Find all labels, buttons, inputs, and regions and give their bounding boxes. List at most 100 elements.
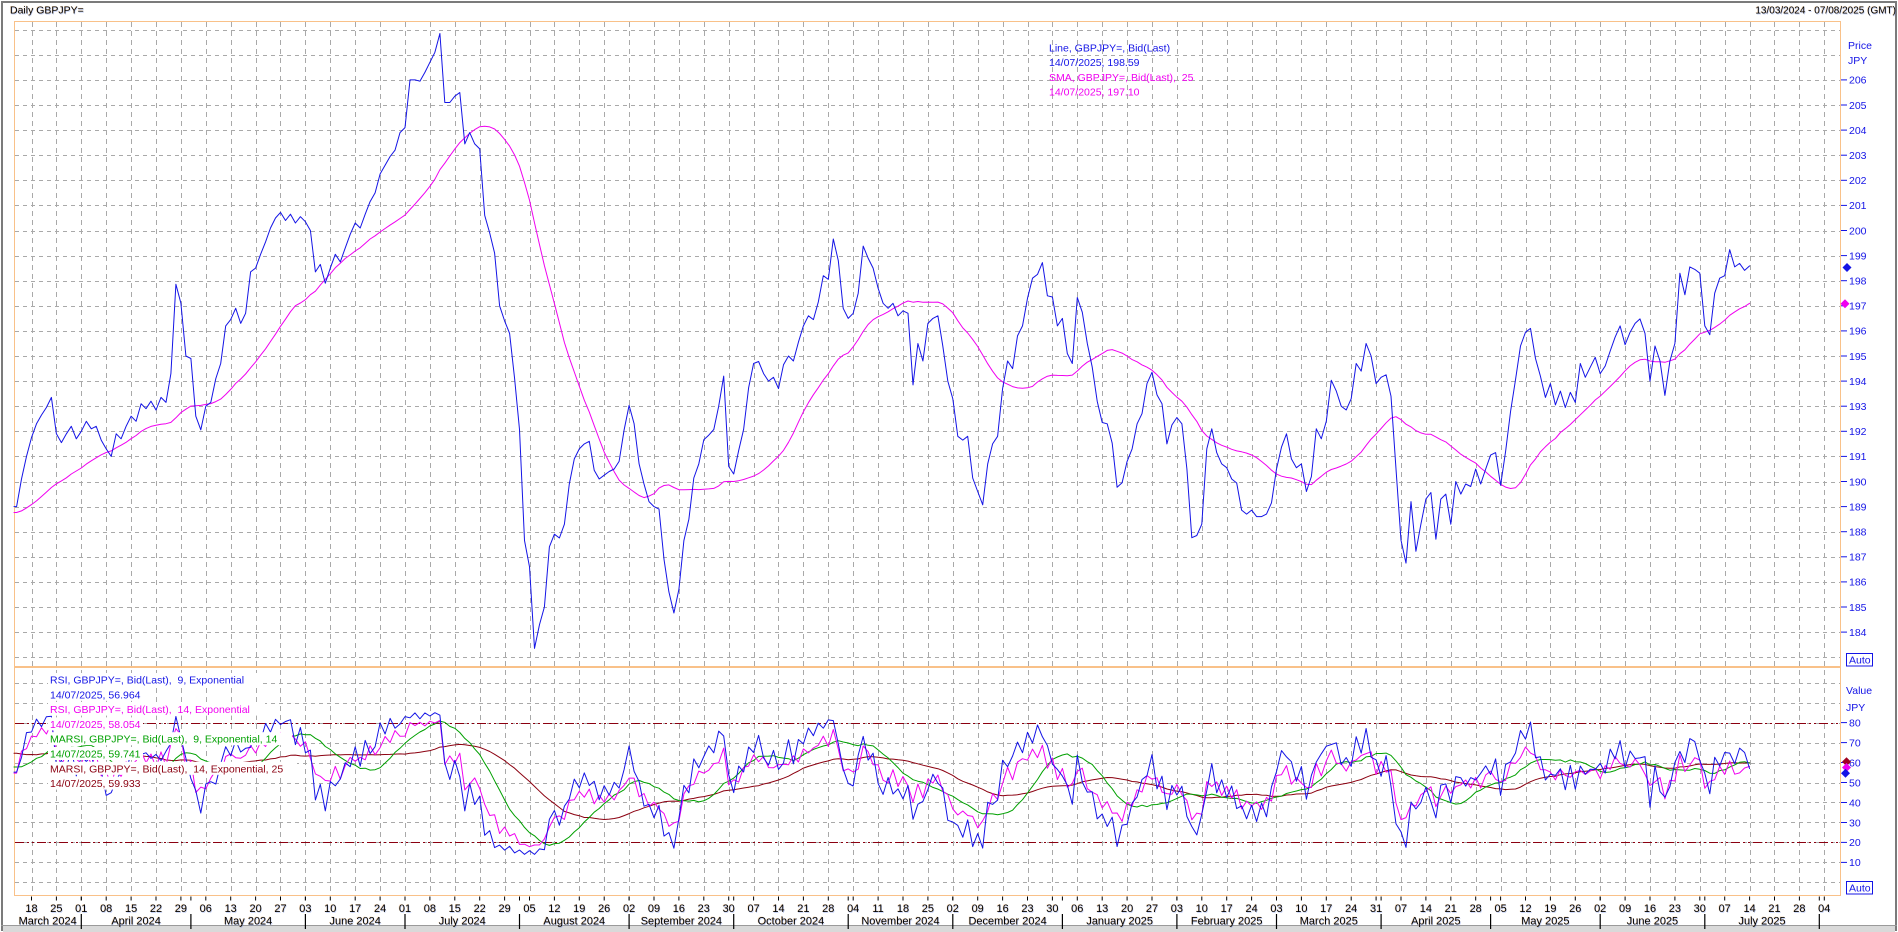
svg-text:03: 03 <box>1270 903 1282 915</box>
svg-text:12: 12 <box>548 902 560 914</box>
svg-text:September 2024: September 2024 <box>641 916 722 928</box>
svg-text:31: 31 <box>1370 903 1382 915</box>
svg-text:30: 30 <box>1694 904 1706 916</box>
svg-text:SMA, GBPJPY=, Bid(Last), 25: SMA, GBPJPY=, Bid(Last), 25 <box>1049 72 1194 84</box>
svg-text:02: 02 <box>1594 903 1606 915</box>
svg-text:22: 22 <box>474 903 486 915</box>
svg-text:JPY: JPY <box>1846 702 1865 714</box>
svg-text:17: 17 <box>348 902 360 914</box>
svg-text:03: 03 <box>1170 902 1182 914</box>
svg-text:31: 31 <box>1369 902 1381 914</box>
svg-text:26: 26 <box>1569 903 1581 915</box>
svg-text:21: 21 <box>798 904 810 916</box>
svg-text:18: 18 <box>25 902 37 914</box>
svg-text:15: 15 <box>449 904 461 916</box>
svg-text:40: 40 <box>1849 797 1861 809</box>
svg-text:09: 09 <box>1620 904 1632 916</box>
svg-text:10: 10 <box>1196 904 1208 916</box>
svg-text:08: 08 <box>100 903 112 915</box>
svg-text:08: 08 <box>424 903 436 915</box>
svg-text:29: 29 <box>499 904 511 916</box>
svg-text:03: 03 <box>299 902 311 914</box>
svg-text:06: 06 <box>200 904 212 916</box>
svg-text:24: 24 <box>375 904 387 916</box>
svg-text:04: 04 <box>1819 904 1831 916</box>
svg-text:19: 19 <box>1544 902 1556 914</box>
svg-text:193: 193 <box>1849 401 1867 413</box>
svg-text:28: 28 <box>1794 904 1806 916</box>
svg-text:06: 06 <box>1072 904 1084 916</box>
svg-text:06: 06 <box>1071 902 1083 914</box>
svg-text:24: 24 <box>1346 904 1358 916</box>
svg-text:11: 11 <box>873 904 884 916</box>
svg-text:16: 16 <box>673 904 685 916</box>
svg-text:07: 07 <box>1395 904 1407 916</box>
svg-text:February 2025: February 2025 <box>1192 916 1264 928</box>
svg-text:10: 10 <box>1295 903 1307 915</box>
svg-text:02: 02 <box>1595 904 1607 916</box>
svg-text:28: 28 <box>822 902 834 914</box>
svg-text:28: 28 <box>1469 902 1481 914</box>
svg-text:28: 28 <box>823 904 835 916</box>
svg-text:April 2024: April 2024 <box>112 916 162 928</box>
svg-text:12: 12 <box>549 904 561 916</box>
svg-text:09: 09 <box>972 903 984 915</box>
svg-text:16: 16 <box>996 903 1008 915</box>
svg-text:23: 23 <box>1021 902 1033 914</box>
svg-text:04: 04 <box>847 903 859 915</box>
svg-text:18: 18 <box>25 903 37 915</box>
svg-text:19: 19 <box>573 903 585 915</box>
svg-text:04: 04 <box>848 904 860 916</box>
svg-text:July 2024: July 2024 <box>439 916 486 928</box>
svg-text:25: 25 <box>922 903 934 915</box>
svg-text:September 2024: September 2024 <box>641 916 722 928</box>
svg-text:02: 02 <box>1593 902 1605 914</box>
svg-text:December 2024: December 2024 <box>968 916 1046 928</box>
svg-text:Value: Value <box>1846 685 1872 697</box>
svg-text:06: 06 <box>200 903 212 915</box>
svg-text:10: 10 <box>1849 857 1861 869</box>
svg-text:14: 14 <box>772 903 784 915</box>
svg-text:26: 26 <box>1570 904 1582 916</box>
svg-text:01: 01 <box>398 902 410 914</box>
svg-text:185: 185 <box>1849 602 1867 614</box>
svg-text:September 2024: September 2024 <box>640 915 721 927</box>
svg-text:24: 24 <box>1245 902 1257 914</box>
svg-text:07: 07 <box>1395 903 1407 915</box>
svg-text:09: 09 <box>1618 902 1630 914</box>
svg-text:07: 07 <box>748 904 760 916</box>
svg-text:29: 29 <box>498 903 510 915</box>
svg-text:03: 03 <box>300 904 312 916</box>
svg-text:November 2024: November 2024 <box>861 915 939 927</box>
svg-text:23: 23 <box>1668 902 1680 914</box>
svg-text:April 2025: April 2025 <box>1410 915 1460 927</box>
svg-text:28: 28 <box>1793 902 1805 914</box>
svg-text:07: 07 <box>1718 902 1730 914</box>
svg-text:14: 14 <box>773 904 785 916</box>
svg-text:MARSI, GBPJPY=, Bid(Last), 14: MARSI, GBPJPY=, Bid(Last), 14, Exponenti… <box>50 763 283 775</box>
svg-text:22: 22 <box>474 904 486 916</box>
svg-text:21: 21 <box>1445 903 1457 915</box>
svg-text:29: 29 <box>174 902 186 914</box>
svg-text:30: 30 <box>1694 903 1706 915</box>
svg-text:184: 184 <box>1849 627 1867 639</box>
svg-text:204: 204 <box>1849 125 1867 137</box>
svg-text:July 2024: July 2024 <box>438 915 485 927</box>
svg-text:10: 10 <box>325 904 337 916</box>
svg-text:June 2024: June 2024 <box>330 916 381 928</box>
svg-text:24: 24 <box>1345 903 1357 915</box>
svg-text:12: 12 <box>1520 904 1532 916</box>
svg-text:10: 10 <box>324 903 336 915</box>
svg-text:January 2025: January 2025 <box>1087 916 1154 928</box>
svg-text:25: 25 <box>50 902 62 914</box>
svg-text:23: 23 <box>698 904 710 916</box>
svg-text:09: 09 <box>648 904 660 916</box>
svg-text:18: 18 <box>896 902 908 914</box>
svg-text:02: 02 <box>947 904 959 916</box>
svg-text:November 2024: November 2024 <box>862 916 940 928</box>
svg-text:205: 205 <box>1849 100 1867 112</box>
svg-text:03: 03 <box>1270 902 1282 914</box>
svg-text:08: 08 <box>99 902 111 914</box>
svg-text:05: 05 <box>1494 903 1506 915</box>
svg-text:196: 196 <box>1849 326 1867 338</box>
